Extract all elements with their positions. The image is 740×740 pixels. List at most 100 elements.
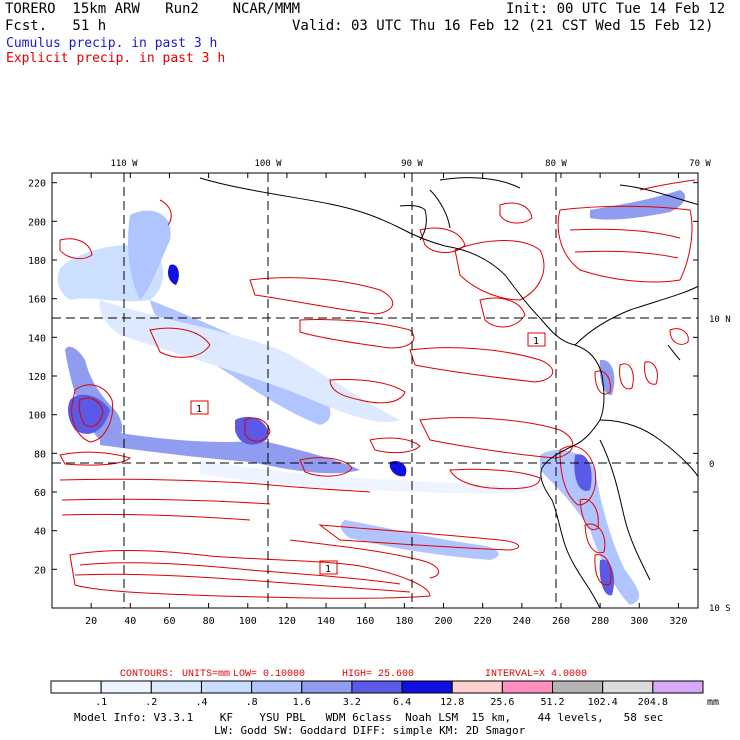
coastline — [199, 177, 605, 608]
explicit-contour — [79, 562, 401, 585]
y-tick-label: 20 — [34, 565, 46, 576]
explicit-contour — [639, 179, 696, 191]
explicit-contour — [159, 199, 172, 226]
explicit-contour — [449, 468, 541, 490]
y-tick-label: 80 — [34, 449, 46, 460]
model-title: TORERO 15km ARW Run2 NCAR/MMM — [5, 1, 301, 17]
cumulus-region — [389, 460, 407, 477]
cumulus-precip-layer — [57, 190, 686, 605]
colorbar-swatch — [602, 680, 654, 694]
colorbar-label: .2 — [145, 697, 157, 708]
coastline — [599, 439, 651, 581]
explicit-contour — [454, 240, 545, 301]
coastline — [439, 177, 521, 189]
colorbar-label: 204.8 — [638, 697, 668, 708]
explicit-contour — [669, 328, 689, 345]
explicit-contour — [61, 513, 251, 521]
x-tick-label: 280 — [591, 616, 609, 627]
high-marker-label: 1 — [325, 564, 331, 575]
explicit-contour — [59, 238, 93, 260]
lon-label: 90 W — [401, 159, 423, 169]
explicit-contour — [594, 370, 611, 395]
lon-label: 100 W — [254, 159, 282, 169]
x-tick-label: 160 — [356, 616, 374, 627]
explicit-contour — [59, 478, 371, 493]
colorbar-swatch — [150, 680, 202, 694]
y-tick-label: 220 — [28, 179, 46, 190]
colorbar-label: .8 — [246, 697, 258, 708]
coastline — [599, 419, 698, 478]
forecast-hour: Fcst. 51 h — [5, 18, 107, 34]
colorbar-label: 12.8 — [440, 697, 464, 708]
y-tick-label: 140 — [28, 333, 46, 344]
colorbar-label: 6.4 — [393, 697, 411, 708]
coastline — [399, 205, 427, 241]
explicit-contour — [61, 498, 271, 505]
explicit-contour — [569, 228, 681, 239]
high-marker-label: 1 — [196, 404, 202, 415]
x-tick-label: 180 — [395, 616, 413, 627]
explicit-contour — [369, 437, 421, 454]
explicit-contour — [574, 250, 679, 259]
cumulus-region — [340, 520, 499, 560]
explicit-contour — [559, 445, 597, 506]
coastline — [574, 285, 698, 346]
colorbar-label: 25.6 — [490, 697, 514, 708]
colorbar-swatch — [401, 680, 453, 694]
high-marker-box — [190, 400, 209, 415]
tick-marks — [52, 173, 698, 608]
cumulus-region — [168, 264, 179, 285]
x-tick-label: 40 — [124, 616, 136, 627]
high-marker-box — [319, 560, 338, 575]
colorbar-unit: mm — [707, 697, 719, 708]
lat-lon-grid — [52, 173, 698, 608]
y-tick-label: 200 — [28, 217, 46, 228]
contour-info-contours: CONTOURS: — [120, 669, 174, 680]
x-tick-label: 120 — [278, 616, 296, 627]
explicit-contour — [579, 498, 599, 531]
cumulus-region — [200, 460, 545, 494]
coastline — [619, 184, 698, 205]
x-tick-label: 20 — [85, 616, 97, 627]
coastline — [429, 189, 451, 229]
lon-label: 80 W — [545, 159, 567, 169]
explicit-contour — [329, 379, 406, 404]
cumulus-region — [540, 450, 640, 605]
x-tick-label: 220 — [474, 616, 492, 627]
explicit-contour — [244, 417, 271, 442]
explicit-contour — [594, 554, 612, 586]
explicit-contour — [318, 524, 520, 551]
lon-label: 70 W — [689, 159, 711, 169]
explicit-contour — [69, 550, 431, 599]
coastline-layer — [199, 177, 698, 608]
explicit-contour — [419, 227, 466, 253]
cumulus-region — [99, 300, 400, 423]
y-tick-label: 60 — [34, 488, 46, 499]
init-time: Init: 00 UTC Tue 14 Feb 12 — [506, 1, 726, 17]
explicit-contour — [584, 523, 606, 554]
colorbar-swatch — [50, 680, 102, 694]
x-tick-label: 60 — [163, 616, 175, 627]
colorbar-label: 1.6 — [293, 697, 311, 708]
colorbar: .1 .2 .4 .8 1.6 3.2 6.4 12.8 25.6 51.2 102.4 204.8 — [50, 680, 704, 708]
explicit-contour — [149, 327, 211, 358]
contour-info-units: UNITS=mm — [182, 669, 230, 680]
y-tick-label: 40 — [34, 527, 46, 538]
cumulus-region — [65, 346, 123, 441]
colorbar-swatch — [301, 680, 353, 694]
colorbar-swatch — [200, 680, 253, 694]
explicit-contour — [557, 205, 693, 283]
x-tick-label: 200 — [434, 616, 452, 627]
y-tick-label: 100 — [28, 411, 46, 422]
legend-cumulus: Cumulus precip. in past 3 h — [6, 36, 218, 51]
colorbar-label: 102.4 — [588, 697, 618, 708]
high-marker-label: 1 — [533, 336, 539, 347]
colorbar-label: 51.2 — [540, 697, 564, 708]
colorbar-label: .4 — [195, 697, 207, 708]
explicit-contour — [499, 202, 533, 224]
explicit-contour — [299, 457, 353, 477]
explicit-contour — [619, 363, 634, 390]
x-tick-label: 240 — [513, 616, 531, 627]
explicit-contour — [249, 277, 393, 315]
